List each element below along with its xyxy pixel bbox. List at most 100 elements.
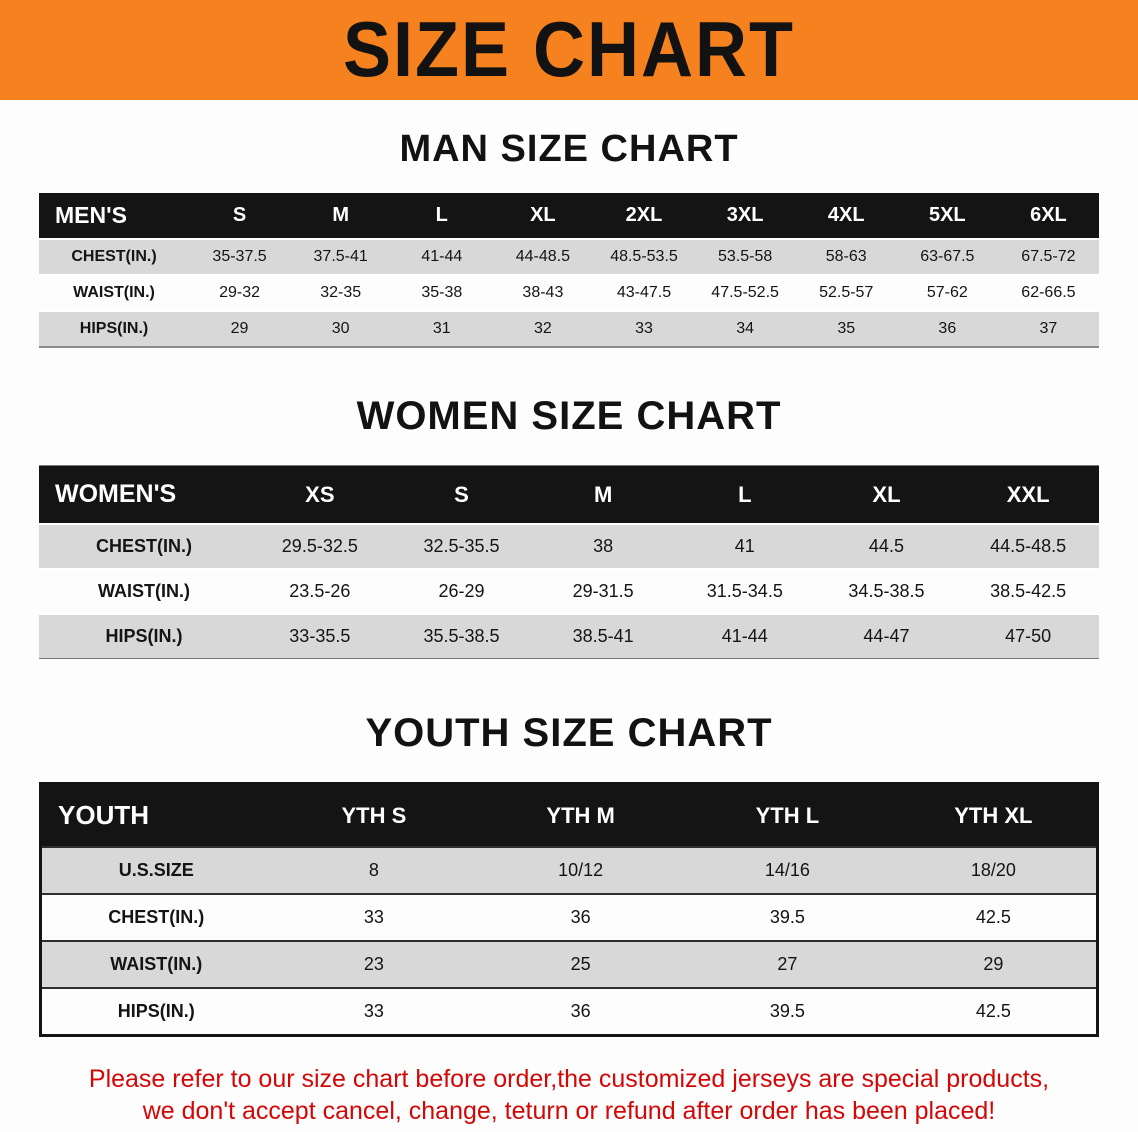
row-chest-in: CHEST(IN.) 29.5-32.5 32.5-35.5 38 41 44.5 44.5… xyxy=(39,524,1099,569)
row-waist-in: WAIST(IN.) 23 25 27 29 xyxy=(40,941,1098,988)
men-s-corner-label: MEN'S xyxy=(39,193,189,239)
cell-chest-in-m: 38 xyxy=(593,536,614,556)
cell-waist-in-4xl: 52.5-57 xyxy=(819,284,874,301)
banner: SIZE CHART xyxy=(0,0,1138,100)
column-header-yth-m: YTH M xyxy=(477,783,684,847)
row-label-hips-in: HIPS(IN.) xyxy=(79,320,149,337)
cell-hips-in-l: 41-44 xyxy=(721,626,768,646)
row-u-s-size: U.S.SIZE 8 10/12 14/16 18/20 xyxy=(40,847,1098,894)
women-size-chart-heading: WOMEN SIZE CHART xyxy=(356,394,782,438)
row-label-chest-in: CHEST(IN.) xyxy=(71,248,157,265)
column-header-3xl: 3XL xyxy=(694,193,796,239)
cell-waist-in-2xl: 43-47.5 xyxy=(616,284,672,301)
cell-chest-in-l: 41-44 xyxy=(421,248,463,265)
cell-waist-in-xxl: 38.5-42.5 xyxy=(990,581,1067,601)
cell-chest-in-l: 41 xyxy=(734,536,755,556)
cell-waist-in-l: 35-38 xyxy=(421,284,463,301)
cell-waist-in-5xl: 57-62 xyxy=(926,284,968,301)
man-size-chart-heading: MAN SIZE CHART xyxy=(399,128,739,170)
cell-waist-in-yth-s: 23 xyxy=(363,954,384,974)
women-s-corner-label: WOMEN'S xyxy=(39,465,249,524)
cell-hips-in-l: 31 xyxy=(432,320,451,337)
cell-waist-in-xs: 23.5-26 xyxy=(289,581,351,601)
page-title: SIZE CHART xyxy=(343,6,795,94)
cell-chest-in-3xl: 53.5-58 xyxy=(717,248,773,265)
cell-hips-in-yth-xl: 42.5 xyxy=(975,1001,1011,1021)
cell-hips-in-yth-s: 33 xyxy=(363,1001,384,1021)
cell-chest-in-6xl: 67.5-72 xyxy=(1021,248,1076,265)
column-header-m: M xyxy=(290,193,392,239)
column-header-yth-xl: YTH XL xyxy=(890,783,1098,847)
cell-chest-in-xl: 44-48.5 xyxy=(515,248,571,265)
row-label-hips-in: HIPS(IN.) xyxy=(117,1001,195,1021)
row-label-chest-in: CHEST(IN.) xyxy=(108,907,205,927)
row-hips-in: HIPS(IN.) 33-35.5 35.5-38.5 38.5-41 41-44 44-… xyxy=(39,614,1099,659)
cell-waist-in-xl: 38-43 xyxy=(522,284,564,301)
column-header-xl: XL xyxy=(492,193,594,239)
notice-line-2: we don't accept cancel, change, teturn o… xyxy=(142,1097,996,1125)
cell-chest-in-xxl: 44.5-48.5 xyxy=(990,536,1067,556)
cell-waist-in-6xl: 62-66.5 xyxy=(1021,284,1076,301)
column-header-5xl: 5XL xyxy=(896,193,998,239)
row-chest-in: CHEST(IN.) 33 36 39.5 42.5 xyxy=(40,894,1098,941)
column-header-2xl: 2XL xyxy=(593,193,695,239)
men-size-table: MEN'S S M L XL 2XL 3XL 4XL 5XL 6XL CHEST(IN.) 35-37… xyxy=(39,193,1099,348)
cell-hips-in-xs: 33-35.5 xyxy=(289,626,351,646)
row-hips-in: HIPS(IN.) 29 30 31 32 33 34 35 36 37 xyxy=(39,311,1099,347)
row-label-u-s-size: U.S.SIZE xyxy=(118,860,194,880)
cell-hips-in-xl: 44-47 xyxy=(863,626,910,646)
youth-section: YOUTH SIZE CHART YOUTH YTH S YTH M YTH L YTH… xyxy=(0,711,1138,1037)
column-header-l: L xyxy=(673,465,816,524)
row-label-waist-in: WAIST(IN.) xyxy=(73,284,155,301)
cell-hips-in-4xl: 35 xyxy=(837,320,856,337)
cell-waist-in-3xl: 47.5-52.5 xyxy=(711,284,779,301)
cell-hips-in-m: 38.5-41 xyxy=(572,626,634,646)
cell-waist-in-xl: 34.5-38.5 xyxy=(848,581,925,601)
cell-hips-in-2xl: 33 xyxy=(635,320,653,337)
women-section: WOMEN SIZE CHART WOMEN'S XS S M L XL XXL CHEST(… xyxy=(0,394,1138,659)
cell-chest-in-5xl: 63-67.5 xyxy=(920,248,975,265)
women-s-header-row: WOMEN'S XS S M L XL XXL xyxy=(39,465,1099,524)
cell-u-s-size-yth-xl: 18/20 xyxy=(970,860,1016,880)
cell-hips-in-xxl: 47-50 xyxy=(1005,626,1052,646)
cell-chest-in-xl: 44.5 xyxy=(868,536,904,556)
row-label-waist-in: WAIST(IN.) xyxy=(110,954,203,974)
column-header-xs: XS xyxy=(249,465,391,524)
cell-chest-in-yth-m: 36 xyxy=(570,907,591,927)
cell-chest-in-2xl: 48.5-53.5 xyxy=(610,248,678,265)
row-label-chest-in: CHEST(IN.) xyxy=(96,536,192,556)
cell-waist-in-m: 32-35 xyxy=(320,284,362,301)
column-header-4xl: 4XL xyxy=(795,193,897,239)
column-header-s: S xyxy=(390,465,533,524)
cell-chest-in-s: 35-37.5 xyxy=(212,248,267,265)
column-header-xxl: XXL xyxy=(957,465,1099,524)
cell-chest-in-yth-s: 33 xyxy=(363,907,384,927)
man-section: MAN SIZE CHART MEN'S S M L XL 2XL 3XL 4XL 5XL 6XL… xyxy=(0,128,1138,348)
column-header-l: L xyxy=(391,193,493,239)
cell-u-s-size-yth-s: 8 xyxy=(368,860,379,880)
column-header-xl: XL xyxy=(815,465,958,524)
men-s-header-row: MEN'S S M L XL 2XL 3XL 4XL 5XL 6XL xyxy=(39,193,1099,239)
cell-waist-in-l: 31.5-34.5 xyxy=(706,581,783,601)
cell-hips-in-s: 35.5-38.5 xyxy=(423,626,500,646)
women-size-table: WOMEN'S XS S M L XL XXL CHEST(IN.) 29.5-32.5 32.5… xyxy=(39,465,1099,659)
cell-chest-in-4xl: 58-63 xyxy=(825,248,867,265)
row-waist-in: WAIST(IN.) 23.5-26 26-29 29-31.5 31.5-34.5 34… xyxy=(39,569,1099,614)
column-header-6xl: 6XL xyxy=(997,193,1099,239)
cell-hips-in-m: 30 xyxy=(331,320,350,337)
cell-hips-in-yth-m: 36 xyxy=(570,1001,591,1021)
column-header-yth-s: YTH S xyxy=(270,783,478,847)
youth-header-row: YOUTH YTH S YTH M YTH L YTH XL xyxy=(40,783,1098,847)
cell-u-s-size-yth-l: 14/16 xyxy=(764,860,810,880)
youth-corner-label: YOUTH xyxy=(40,783,271,847)
row-waist-in: WAIST(IN.) 29-32 32-35 35-38 38-43 43-47.5 47.… xyxy=(39,275,1099,311)
cell-waist-in-m: 29-31.5 xyxy=(572,581,634,601)
cell-hips-in-yth-l: 39.5 xyxy=(769,1001,805,1021)
cell-waist-in-s: 29-32 xyxy=(219,284,261,301)
cell-hips-in-3xl: 34 xyxy=(736,320,754,337)
notice-line-1: Please refer to our size chart before or… xyxy=(88,1065,1050,1093)
column-header-yth-l: YTH L xyxy=(684,783,891,847)
cell-hips-in-xl: 32 xyxy=(533,320,552,337)
footer-notice: Please refer to our size chart before or… xyxy=(0,1065,1138,1126)
